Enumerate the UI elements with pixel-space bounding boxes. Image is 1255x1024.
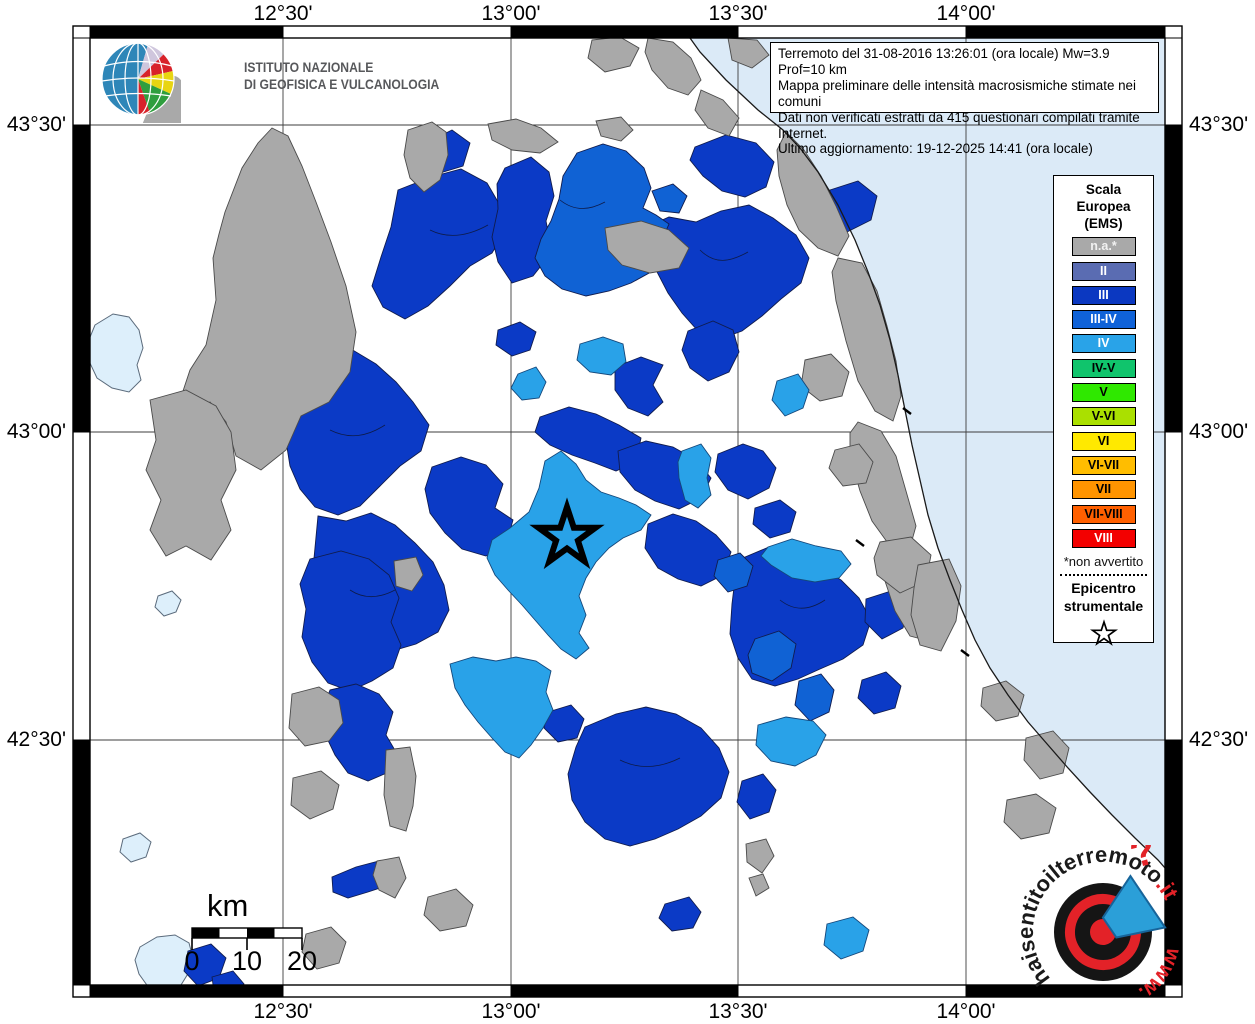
legend-swatch-viii: VIII [1071,528,1136,548]
axis-label-right-4330: 43°30' [1189,113,1249,136]
legend-epicenter-line2: strumentale [1063,597,1144,614]
legend-swatch-vii: VII [1071,480,1136,500]
legend-swatch-iii-iv: III-IV [1071,310,1136,330]
info-line-event: Terremoto del 31-08-2016 13:26:01 (ora l… [778,46,1110,77]
ingv-logo [101,42,181,123]
legend-swatch-iv-v: IV-V [1071,358,1136,378]
adriatic-sea [690,38,1165,868]
harbor-ticks [855,407,970,657]
internal-borders [329,199,826,767]
scale-tick-10: 10 [231,946,263,976]
axis-label-right-4300: 43°00' [1189,420,1249,443]
map-frame [72,25,1183,998]
legend-swatch-vi-vii: VI-VII [1071,455,1136,475]
legend-title-line2: Europea [1076,199,1131,214]
axis-label-top-1300: 13°00' [481,2,541,25]
legend-swatch-v-vi: V-VI [1071,407,1136,427]
axis-label-bottom-1230: 12°30' [253,1000,313,1023]
legend-swatch-iii: III [1071,285,1136,305]
legend-swatch-vi: VI [1071,431,1136,451]
coastline [689,38,1165,869]
axis-label-bottom-1300: 13°00' [481,1000,541,1023]
legend-title: Scala Europea (EMS) [1054,181,1153,232]
legend-swatch-v: V [1071,383,1136,403]
info-line-map-type: Mappa preliminare delle intensità macros… [778,77,1136,109]
earthquake-info-box: Terremoto del 31-08-2016 13:26:01 (ora l… [770,42,1159,156]
scale-tick-20: 20 [286,946,318,976]
ingv-title-line2: DI GEOFISICA E VULCANOLOGIA [244,76,440,92]
legend-epicenter-line1: Epicentro [1071,579,1136,596]
ems-scale-legend: Scala Europea (EMS) n.a.* II III III-IV … [1053,175,1154,646]
axis-label-left-4300: 43°00' [6,420,66,443]
municipalities-intensity-iv [449,336,870,960]
legend-swatch-iv: IV [1071,334,1136,354]
logo-megaphone-icon [1101,874,1167,939]
info-line-questionnaires: Dati non verificati estratti da 415 ques… [778,109,1140,141]
axis-label-top-1230: 12°30' [253,2,313,25]
haisentitoilterremoto-logo: haisentitoilterremoto.it www. ? [1013,845,1199,1005]
epicenter-star [529,497,605,570]
legend-footnote: *non avvertito [1063,553,1144,569]
legend-epicenter-label: Epicentro strumentale [1054,579,1153,615]
axis-label-right-4230: 42°30' [1189,728,1249,751]
legend-swatch-ii: II [1071,261,1136,281]
epicenter-municipality [486,450,652,660]
axis-label-top-1330: 13°30' [708,2,768,25]
axis-label-left-4330: 43°30' [6,113,66,136]
axis-label-left-4230: 42°30' [6,728,66,751]
ingv-title-line1: ISTITUTO NAZIONALE [244,60,374,75]
scale-bar-unit: km [207,888,249,923]
info-line-updated: Ultimo aggiornamento: 19-12-2025 14:41 (… [778,141,1093,157]
lakes [90,313,194,985]
axis-label-top-1400: 14°00' [936,2,996,25]
legend-swatch-na: n.a.* [1071,237,1136,257]
municipalities-na [145,38,1070,970]
legend-swatch-vii-viii: VII-VIII [1071,504,1136,524]
axis-label-bottom-1400: 14°00' [936,1000,996,1023]
legend-title-line3: (EMS) [1084,216,1123,231]
legend-star-icon [1089,619,1118,646]
scale-bar [191,927,303,950]
ingv-title: ISTITUTO NAZIONALE DI GEOFISICA E VULCAN… [244,60,439,93]
municipalities-intensity-iii [183,129,910,985]
legend-title-line1: Scala [1085,182,1122,197]
legend-divider [1059,573,1148,576]
scale-tick-0: 0 [184,946,200,976]
axis-label-bottom-1330: 13°30' [708,1000,768,1023]
